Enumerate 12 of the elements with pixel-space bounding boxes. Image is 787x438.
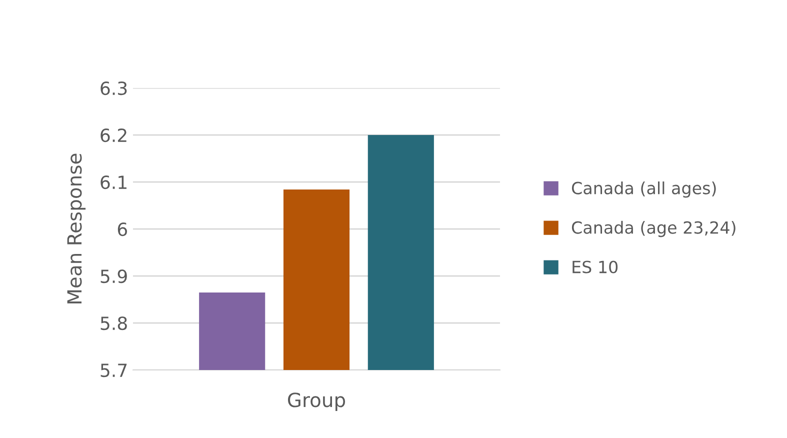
y-tick-label: 6 <box>118 222 127 236</box>
x-axis-title: Group <box>288 392 346 412</box>
y-axis-title: Mean Response <box>67 154 86 304</box>
y-tick-label: 5.8 <box>100 316 127 330</box>
legend-label: ES 10 <box>572 260 618 274</box>
y-tick-label: 5.7 <box>100 364 127 378</box>
y-tick-label: 6.2 <box>100 128 126 142</box>
y-tick-label: 6.1 <box>100 175 126 190</box>
y-tick-label: 5.9 <box>100 269 127 284</box>
y-tick-label: 6.3 <box>100 81 127 96</box>
legend-label: Canada (all ages) <box>572 181 716 198</box>
legend-label: Canada (age 23,24) <box>572 220 736 238</box>
